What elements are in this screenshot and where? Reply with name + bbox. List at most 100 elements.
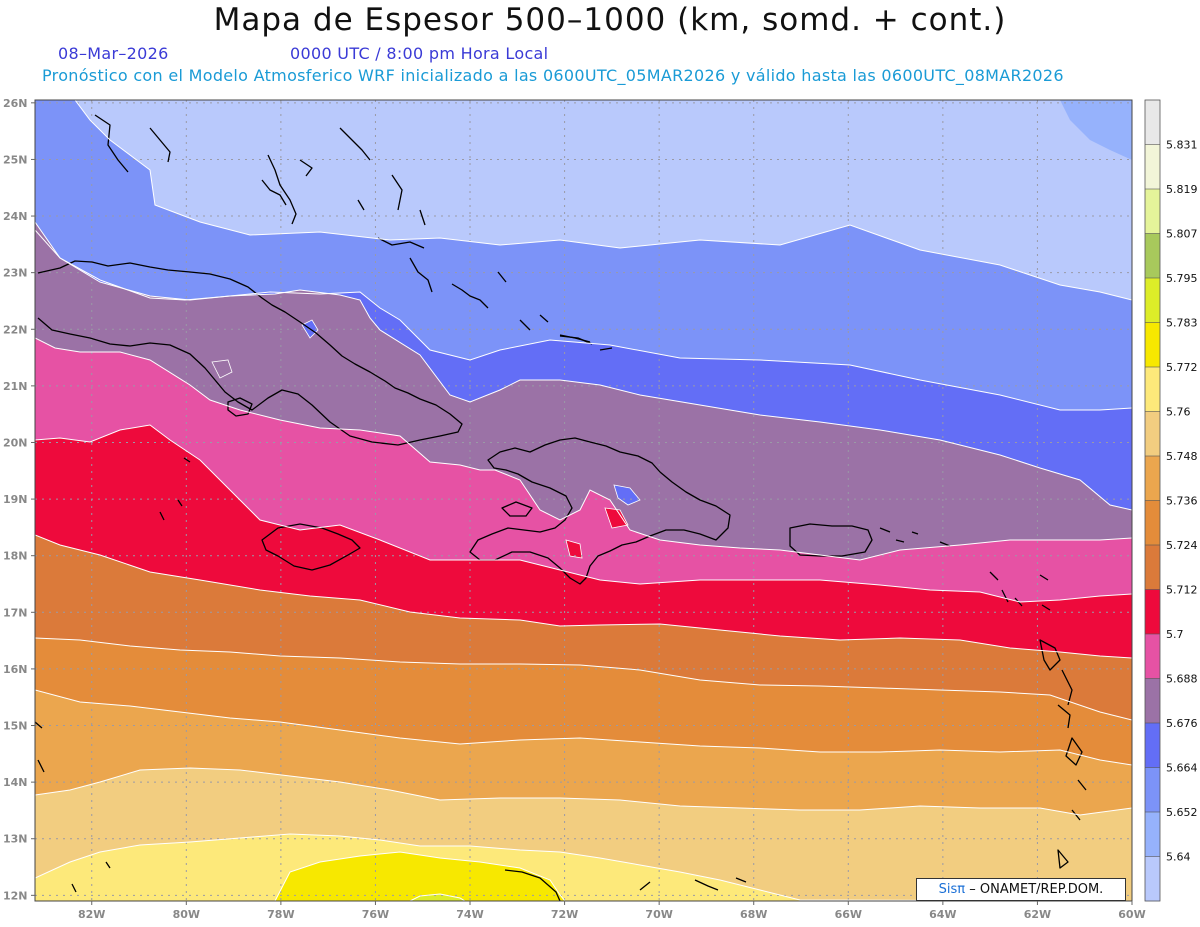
coastline-jamaica	[261, 523, 361, 571]
thickness-band	[1060, 100, 1132, 160]
colorbar-swatch	[1145, 367, 1160, 412]
colorbar-label: 5.676	[1166, 717, 1198, 730]
coastline-small-islands	[71, 457, 191, 893]
contour-line	[274, 851, 566, 901]
colorbar-swatch	[1145, 278, 1160, 323]
lake	[604, 507, 629, 529]
colorbar-swatch	[1145, 411, 1160, 457]
colorbar-swatch	[1145, 456, 1160, 501]
lake	[613, 484, 641, 506]
contour-line	[35, 100, 1132, 301]
sispi-logo: Sisπ	[938, 882, 966, 897]
credit-box: Sisπ – ONAMET/REP.DOM.	[916, 878, 1126, 901]
colorbar-label: 5.819	[1166, 183, 1198, 196]
colorbar-swatch	[1145, 634, 1160, 679]
colorbar-swatch	[1145, 589, 1160, 635]
colorbar-swatch	[1145, 144, 1160, 190]
coastlines	[35, 114, 1087, 901]
longitude-label: 64W	[929, 908, 956, 921]
longitude-label: 80W	[173, 908, 200, 921]
colorbar-swatch	[1145, 812, 1160, 857]
longitude-label: 60W	[1118, 908, 1145, 921]
colorbar-swatch	[1145, 100, 1160, 145]
colorbar: 5.831 5.819 5.807 5.795 5.783 5.772 5.76 5.748 5…	[1144, 99, 1198, 902]
colorbar-label: 5.7	[1166, 628, 1184, 641]
colorbar-label: 5.795	[1166, 272, 1198, 285]
colorbar-swatch	[1145, 500, 1160, 546]
colorbar-swatch	[1145, 723, 1160, 768]
longitude-label: 82W	[78, 908, 105, 921]
colorbar-swatch	[1145, 322, 1160, 368]
credit-text: – ONAMET/REP.DOM.	[969, 882, 1104, 897]
coastline-virgin-islands	[879, 527, 951, 547]
latitude-label: 24N	[3, 210, 28, 223]
longitude-label: 74W	[456, 908, 483, 921]
latitude-label: 22N	[3, 323, 28, 336]
latitude-label: 26N	[3, 97, 28, 110]
latitude-label: 19N	[3, 493, 28, 506]
colorbar-label: 5.712	[1166, 584, 1198, 597]
latitude-label: 12N	[3, 889, 28, 902]
colorbar-label: 5.783	[1166, 317, 1198, 330]
lake	[211, 359, 233, 379]
colorbar-swatch	[1145, 678, 1160, 724]
colorbar-swatch	[1145, 856, 1160, 902]
latitude-label: 15N	[3, 720, 28, 733]
latitude-label: 20N	[3, 436, 28, 449]
contour-line	[35, 833, 1132, 901]
valid-date: 08–Mar–2026	[58, 44, 169, 63]
latitude-label: 17N	[3, 606, 28, 619]
colorbar-label: 5.652	[1166, 806, 1198, 819]
colorbar-label: 5.664	[1166, 762, 1198, 775]
map-frame	[34, 99, 1133, 902]
longitude-label: 70W	[645, 908, 672, 921]
contour-line	[409, 893, 466, 901]
coastline-south-america	[504, 869, 747, 901]
contour-line	[35, 637, 1132, 721]
longitude-label: 72W	[551, 908, 578, 921]
map-title: Mapa de Espesor 500–1000 (km, somd. + co…	[213, 2, 1007, 38]
longitude-label: 62W	[1024, 908, 1051, 921]
latitude-label: 25N	[3, 153, 28, 166]
longitude-label: 78W	[267, 908, 294, 921]
latitude-label: 16N	[3, 663, 28, 676]
colorbar-label: 5.736	[1166, 495, 1198, 508]
thickness-contours	[35, 100, 1132, 901]
coastline-bahamas	[94, 114, 591, 343]
coastline-gonave	[501, 501, 533, 517]
longitude-labels: 82W 80W 78W 76W 74W 72W 70W 68W 66W 64W 62W 60W	[78, 901, 1146, 921]
latitude-label: 23N	[3, 267, 28, 280]
coastline-isla-de-la-juventud	[227, 397, 253, 417]
graticule	[35, 100, 1132, 901]
colorbar-label: 5.772	[1166, 361, 1198, 374]
contour-line	[35, 767, 1132, 816]
contour-line	[35, 689, 1132, 766]
colorbar-label: 5.688	[1166, 673, 1198, 686]
lake	[565, 539, 583, 559]
longitude-label: 76W	[362, 908, 389, 921]
colorbar-swatch	[1145, 767, 1160, 813]
lakes	[211, 319, 641, 559]
latitude-label: 14N	[3, 776, 28, 789]
map-plot-area	[35, 100, 1132, 901]
colorbar-swatch	[1145, 189, 1160, 234]
latitude-label: 18N	[3, 550, 28, 563]
colorbar-label: 5.748	[1166, 450, 1198, 463]
latitude-label: 21N	[3, 380, 28, 393]
colorbar-label: 5.807	[1166, 228, 1198, 241]
contour-line	[35, 337, 1132, 561]
coastline-hispaniola	[469, 437, 731, 585]
contour-line	[35, 424, 1132, 603]
latitude-label: 13N	[3, 833, 28, 846]
contour-line	[35, 534, 1132, 659]
coastline-puerto-rico	[789, 523, 873, 557]
forecast-info: Pronóstico con el Modelo Atmosferico WRF…	[42, 66, 1064, 85]
latitude-labels: 26N 25N 24N 23N 22N 21N 20N 19N 18N 17N 16N 15N 14N 1…	[3, 97, 35, 902]
colorbar-label: 5.64	[1166, 851, 1191, 864]
colorbar-swatch	[1145, 233, 1160, 279]
colorbar-label: 5.831	[1166, 139, 1198, 152]
coastline-central-america	[35, 721, 45, 773]
contour-line	[35, 221, 1132, 511]
colorbar-label: 5.724	[1166, 539, 1198, 552]
